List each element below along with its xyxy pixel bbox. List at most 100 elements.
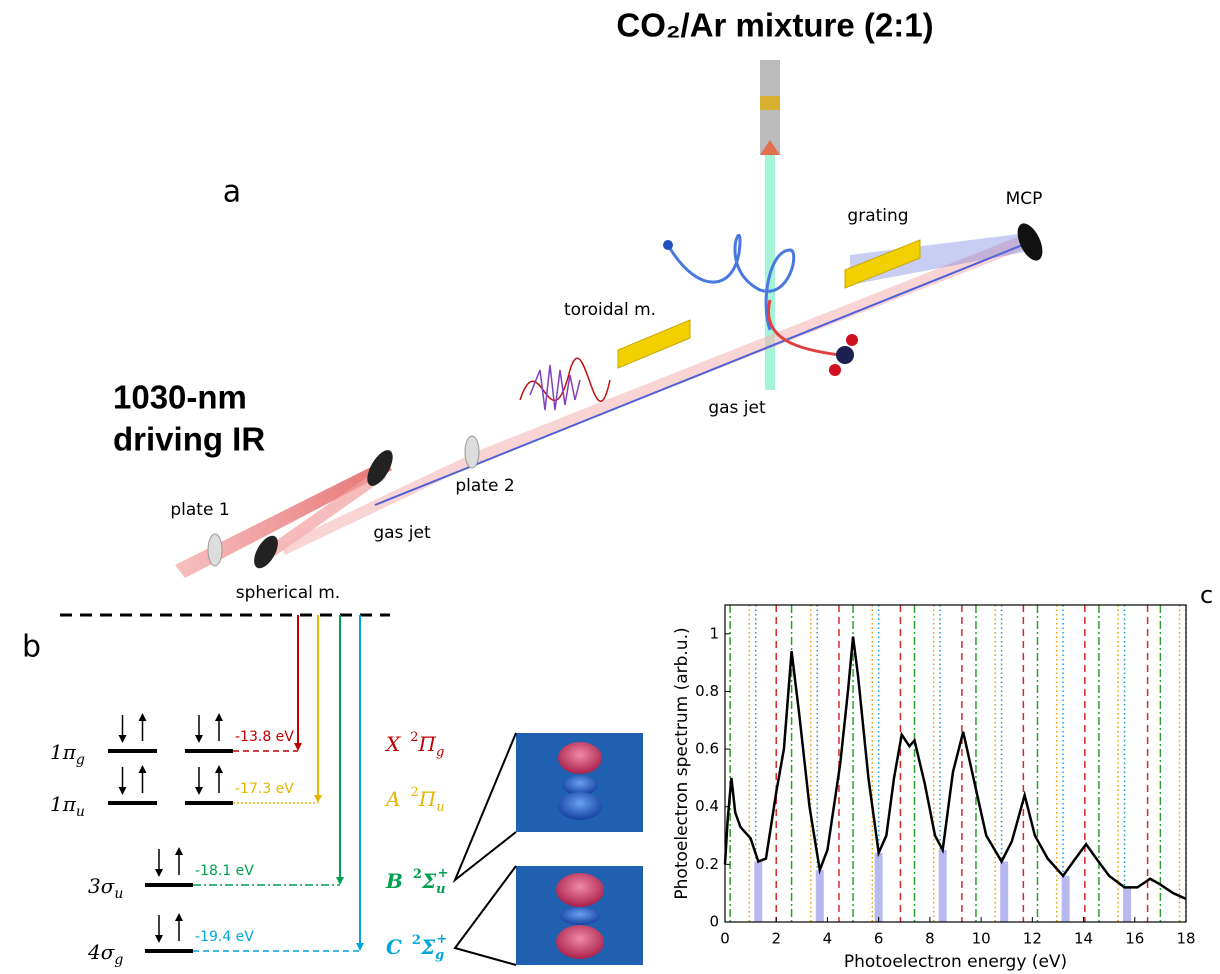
component-label: grating <box>847 206 908 226</box>
x-tick-label: 14 <box>1074 930 1093 948</box>
shaded-band <box>754 861 762 922</box>
component-label: MCP <box>1006 189 1043 209</box>
y-tick-label: 0.4 <box>695 797 719 815</box>
figure: CO₂/Ar mixture (2:1) a 1030-nm driving I… <box>0 0 1220 974</box>
orbital-sub: u <box>76 804 85 820</box>
y-tick-label: 0 <box>709 913 719 931</box>
x-tick-label: 10 <box>972 930 991 948</box>
attosecond-train <box>530 365 580 410</box>
orbital-sub: g <box>114 952 123 968</box>
component-label: plate 1 <box>170 500 229 520</box>
shaded-band <box>1123 887 1131 922</box>
orbital-label: 1πg <box>50 740 85 769</box>
y-axis-label: Photoelectron spectrum (arb.u.) <box>672 627 692 899</box>
pointer <box>455 866 516 965</box>
symmetry-sub: g <box>435 948 444 963</box>
multiplicity: 2 <box>413 867 422 882</box>
arrowhead <box>294 743 302 751</box>
orbital-label: 3σu <box>88 874 123 903</box>
shaded-band <box>875 853 883 922</box>
molecule-o <box>829 364 841 376</box>
panel-label: b <box>22 630 41 665</box>
arrowhead <box>215 713 223 721</box>
state-letter: C <box>386 935 402 959</box>
panel-label: a <box>223 175 241 210</box>
orbital-label: 4σg <box>87 940 123 969</box>
orbital-name: 1π <box>50 740 77 764</box>
arrowhead <box>119 787 127 795</box>
arrowhead <box>119 735 127 743</box>
x-axis-label: Photoelectron energy (eV) <box>844 952 1067 972</box>
arrowhead <box>195 735 203 743</box>
source-label: driving IR <box>113 421 265 458</box>
energy-label: -13.8 eV <box>235 729 294 745</box>
arrowhead <box>336 877 344 885</box>
orbital-name: 1π <box>50 792 77 816</box>
symmetry-sub: u <box>436 882 445 897</box>
symmetry: Σ <box>420 935 436 959</box>
y-tick-label: 0.8 <box>695 682 719 700</box>
component-label: gas jet <box>373 523 431 543</box>
symmetry-sub: u <box>436 800 444 815</box>
symmetry: Σ <box>421 869 437 893</box>
component-label: plate 2 <box>455 476 514 496</box>
symmetry-sup: + <box>438 866 449 881</box>
x-tick-label: 4 <box>823 930 833 948</box>
x-tick-label: 6 <box>874 930 884 948</box>
lobe <box>558 792 602 820</box>
lobe <box>558 742 602 774</box>
y-tick-label: 0.2 <box>695 855 719 873</box>
focused-beam <box>280 232 1032 555</box>
state-letter: A <box>384 787 400 811</box>
symmetry: Π <box>418 787 437 811</box>
y-tick-label: 0.6 <box>695 740 719 758</box>
x-tick-label: 0 <box>720 930 730 948</box>
orbital-name: 3σ <box>88 874 116 898</box>
y-tick-label: 1 <box>709 624 719 642</box>
toroidal-mirror <box>618 320 690 368</box>
arrowhead <box>175 847 183 855</box>
lobe <box>560 907 600 925</box>
arrowhead <box>195 787 203 795</box>
x-tick-label: 2 <box>771 930 781 948</box>
x-tick-label: 8 <box>925 930 935 948</box>
molecule-o <box>846 334 858 346</box>
multiplicity: 2 <box>410 785 418 800</box>
setup-title: CO₂/Ar mixture (2:1) <box>616 7 933 44</box>
plate-1 <box>208 534 222 566</box>
symmetry: Π <box>418 732 437 756</box>
orbital-name: 4σ <box>87 940 116 964</box>
plate-2 <box>465 436 479 468</box>
orbital-label: 1πu <box>50 792 85 821</box>
component-label: spherical m. <box>236 583 340 603</box>
shaded-band <box>816 870 824 922</box>
lobe <box>556 925 604 959</box>
ir-pulse <box>520 358 610 401</box>
component-label: toroidal m. <box>564 300 656 320</box>
energy-label: -19.4 eV <box>195 929 254 945</box>
pointer <box>455 733 516 880</box>
shaded-band <box>1000 861 1008 922</box>
arrowhead <box>155 869 163 877</box>
symmetry-sub: g <box>436 745 444 760</box>
shaded-band <box>939 850 947 922</box>
arrowhead <box>215 765 223 773</box>
energy-label: -18.1 eV <box>195 863 254 879</box>
state-letter: X <box>384 732 401 756</box>
x-tick-label: 16 <box>1125 930 1144 948</box>
source-label: 1030-nm <box>113 379 247 416</box>
arrowhead <box>155 935 163 943</box>
component-label: gas jet <box>708 398 766 418</box>
arrowhead <box>356 943 364 951</box>
arrowhead <box>314 795 322 803</box>
lobe <box>556 873 604 907</box>
x-tick-label: 18 <box>1176 930 1195 948</box>
panel-label: c <box>1200 581 1213 609</box>
nozzle-ring <box>760 96 780 110</box>
multiplicity: 2 <box>410 730 418 745</box>
